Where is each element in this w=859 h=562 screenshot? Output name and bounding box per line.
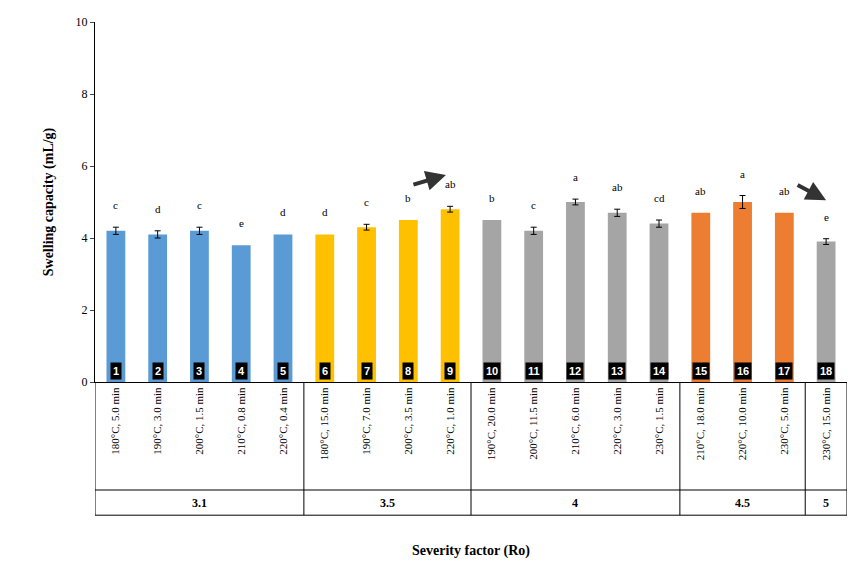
svg-text:3.1: 3.1 xyxy=(192,496,207,510)
svg-text:200°C, 11.5 min: 200°C, 11.5 min xyxy=(527,387,539,460)
svg-text:220°C, 0.4 min: 220°C, 0.4 min xyxy=(277,387,289,455)
svg-text:6: 6 xyxy=(82,159,88,173)
svg-text:c: c xyxy=(113,199,118,211)
svg-text:10: 10 xyxy=(76,15,88,29)
svg-text:210°C, 0.8 min: 210°C, 0.8 min xyxy=(235,387,247,455)
svg-text:220°C, 10.0 min: 220°C, 10.0 min xyxy=(736,387,748,460)
svg-text:a: a xyxy=(573,171,578,183)
svg-text:5: 5 xyxy=(280,365,286,377)
svg-text:190°C, 20.0 min: 190°C, 20.0 min xyxy=(485,387,497,460)
svg-text:ab: ab xyxy=(695,185,706,197)
svg-text:d: d xyxy=(280,206,286,218)
svg-text:6: 6 xyxy=(322,365,328,377)
svg-text:3.5: 3.5 xyxy=(380,496,395,510)
svg-text:8: 8 xyxy=(82,87,88,101)
svg-text:ab: ab xyxy=(779,185,790,197)
svg-text:Severity factor (Ro): Severity factor (Ro) xyxy=(412,543,530,559)
svg-text:c: c xyxy=(197,199,202,211)
svg-text:e: e xyxy=(824,211,829,223)
svg-text:d: d xyxy=(322,206,328,218)
svg-text:13: 13 xyxy=(611,365,623,377)
svg-text:8: 8 xyxy=(405,365,411,377)
svg-text:a: a xyxy=(740,168,745,180)
svg-text:d: d xyxy=(155,203,161,215)
svg-text:e: e xyxy=(239,217,244,229)
svg-text:4: 4 xyxy=(82,231,88,245)
svg-text:14: 14 xyxy=(653,365,666,377)
svg-text:210°C, 18.0 min: 210°C, 18.0 min xyxy=(694,387,706,460)
svg-text:1: 1 xyxy=(113,365,119,377)
svg-text:16: 16 xyxy=(737,365,749,377)
svg-text:3: 3 xyxy=(196,365,202,377)
svg-text:ab: ab xyxy=(612,181,623,193)
svg-text:5: 5 xyxy=(823,496,829,510)
svg-text:200°C, 3.5 min: 200°C, 3.5 min xyxy=(402,387,414,455)
svg-text:0: 0 xyxy=(82,375,88,389)
svg-text:b: b xyxy=(489,192,495,204)
svg-text:220°C, 1.0 min: 220°C, 1.0 min xyxy=(444,387,456,455)
svg-text:2: 2 xyxy=(82,303,88,317)
svg-text:190°C, 3.0 min: 190°C, 3.0 min xyxy=(151,387,163,455)
svg-text:10: 10 xyxy=(486,365,498,377)
svg-text:230°C, 1.5 min: 230°C, 1.5 min xyxy=(653,387,665,455)
svg-text:4: 4 xyxy=(238,365,245,377)
svg-text:c: c xyxy=(531,199,536,211)
svg-text:Swelling capacity (mL/g): Swelling capacity (mL/g) xyxy=(41,127,57,276)
svg-text:b: b xyxy=(405,192,411,204)
svg-text:230°C, 5.0 min: 230°C, 5.0 min xyxy=(778,387,790,455)
svg-text:17: 17 xyxy=(778,365,790,377)
svg-text:4: 4 xyxy=(572,496,578,510)
svg-text:200°C, 1.5 min: 200°C, 1.5 min xyxy=(193,387,205,455)
svg-text:210°C, 6.0 min: 210°C, 6.0 min xyxy=(569,387,581,455)
svg-text:11: 11 xyxy=(528,365,540,377)
svg-text:cd: cd xyxy=(654,192,665,204)
svg-text:9: 9 xyxy=(447,365,453,377)
svg-text:2: 2 xyxy=(155,365,161,377)
svg-text:230°C, 15.0 min: 230°C, 15.0 min xyxy=(820,387,832,460)
svg-text:180°C, 15.0 min: 180°C, 15.0 min xyxy=(318,387,330,460)
svg-text:180°C, 5.0 min: 180°C, 5.0 min xyxy=(109,387,121,455)
svg-text:ab: ab xyxy=(445,178,456,190)
svg-text:c: c xyxy=(364,196,369,208)
svg-text:18: 18 xyxy=(820,365,832,377)
svg-text:4.5: 4.5 xyxy=(735,496,750,510)
svg-text:12: 12 xyxy=(569,365,581,377)
svg-text:15: 15 xyxy=(695,365,707,377)
svg-text:190°C, 7.0 min: 190°C, 7.0 min xyxy=(360,387,372,455)
svg-text:7: 7 xyxy=(364,365,370,377)
svg-text:220°C, 3.0 min: 220°C, 3.0 min xyxy=(611,387,623,455)
